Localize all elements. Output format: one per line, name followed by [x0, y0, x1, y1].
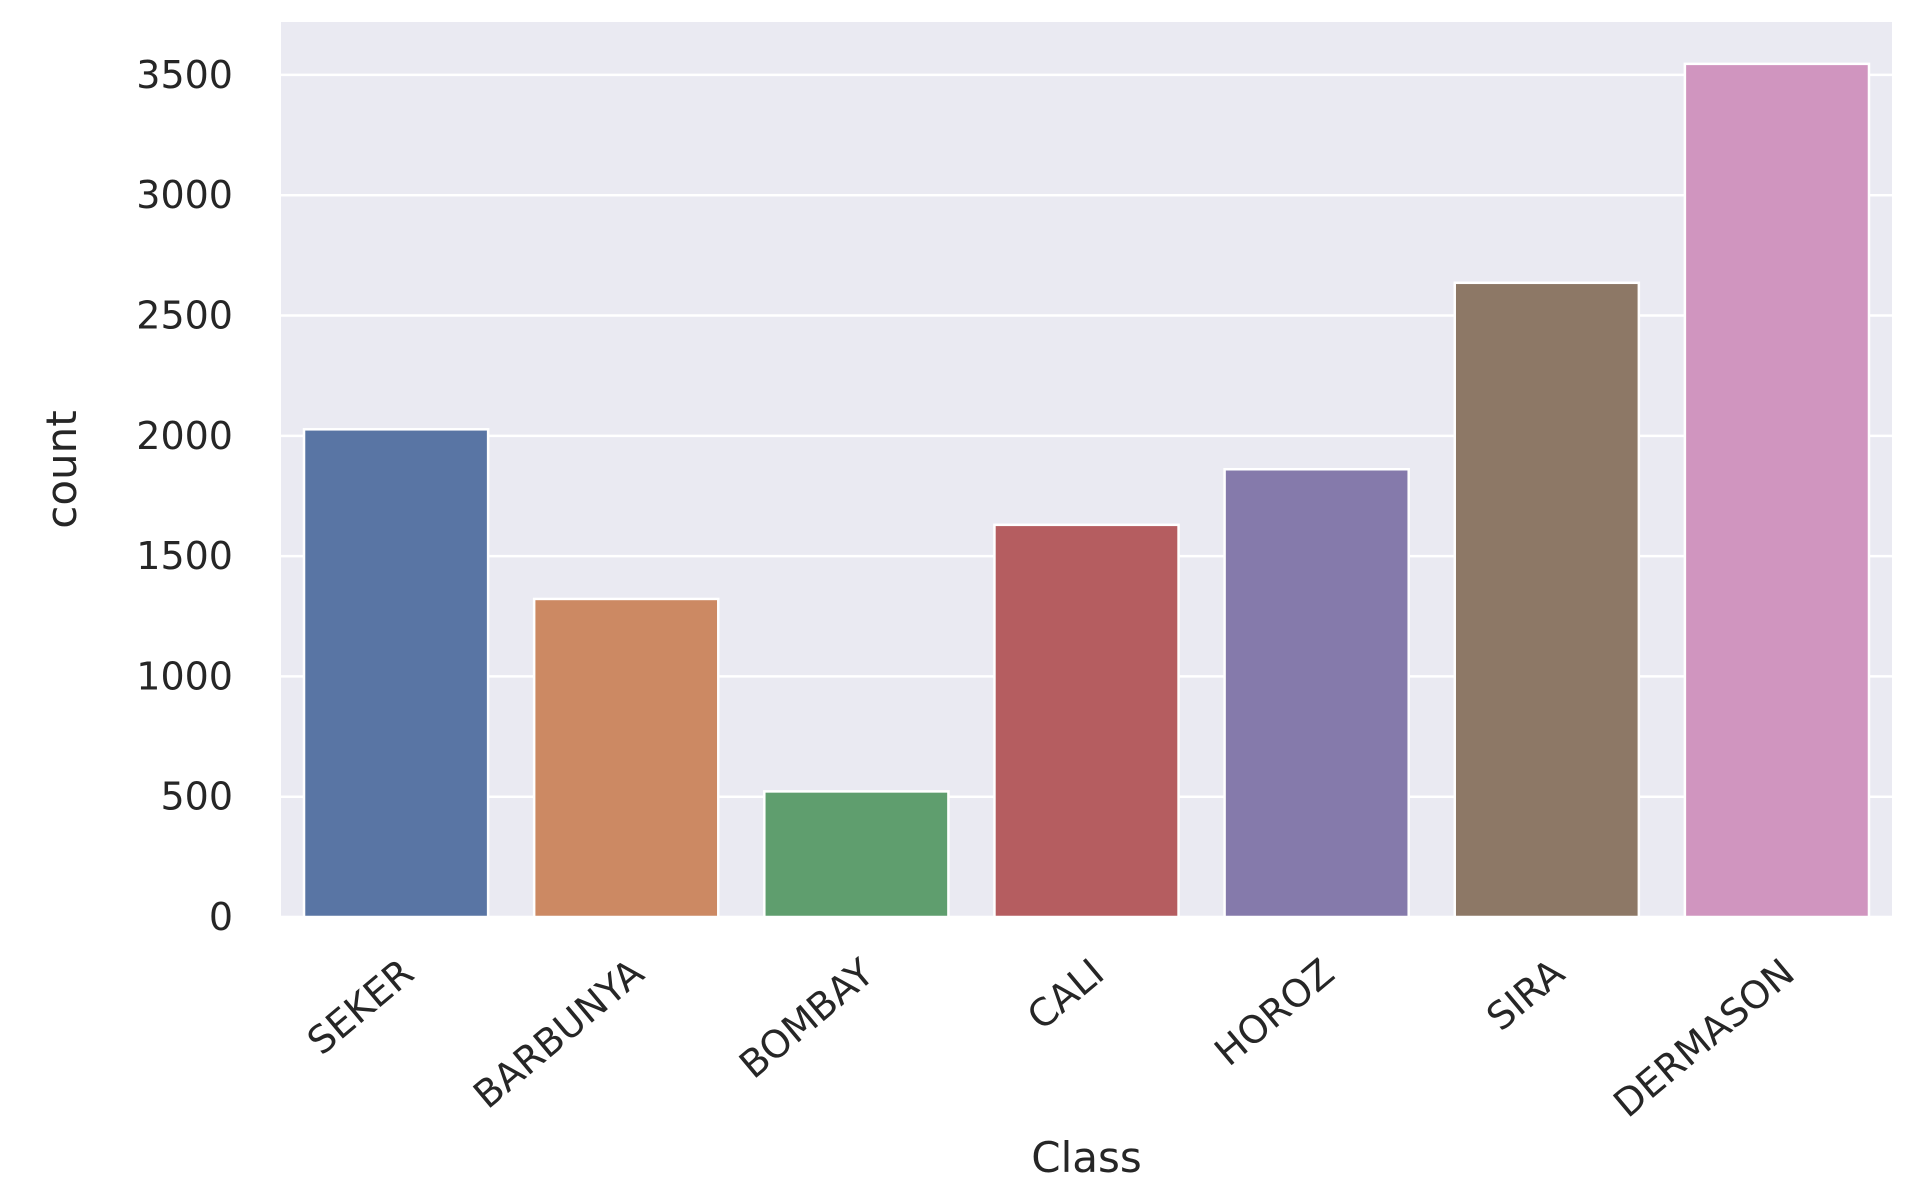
- bar-cali: [993, 523, 1180, 919]
- bar-seker: [302, 428, 490, 919]
- x-axis-ticks: SEKER BARBUNYA BOMBAY CALI HOROZ SIRA DERMASON: [299, 950, 1803, 1126]
- x-tick-label: BARBUNYA: [465, 950, 652, 1117]
- x-tick-label: DERMASON: [1605, 950, 1803, 1126]
- y-tick-label: 3000: [136, 173, 233, 217]
- y-axis-label: count: [37, 410, 86, 529]
- y-axis-ticks: 0 500 1000 1500 2000 2500 3000 3500: [136, 53, 233, 939]
- x-tick-label: CALI: [1019, 950, 1112, 1038]
- bars: [302, 62, 1871, 919]
- x-tick-label: SIRA: [1478, 950, 1572, 1039]
- x-tick-label: HOROZ: [1206, 950, 1342, 1074]
- bar-bombay: [763, 790, 950, 919]
- y-tick-label: 1500: [136, 534, 233, 578]
- y-tick-label: 3500: [136, 53, 233, 97]
- x-axis-label: Class: [1031, 1133, 1142, 1182]
- bar-sira: [1453, 281, 1641, 919]
- bar-dermason: [1683, 62, 1871, 919]
- x-tick-label: SEKER: [299, 950, 422, 1063]
- y-tick-label: 1000: [136, 654, 233, 698]
- x-tick-label: BOMBAY: [731, 950, 883, 1087]
- bar-barbunya: [532, 597, 720, 919]
- y-tick-label: 2500: [136, 294, 233, 338]
- bar-horoz: [1223, 468, 1410, 919]
- y-tick-label: 0: [209, 895, 233, 939]
- y-tick-label: 2000: [136, 414, 233, 458]
- y-tick-label: 500: [160, 775, 233, 819]
